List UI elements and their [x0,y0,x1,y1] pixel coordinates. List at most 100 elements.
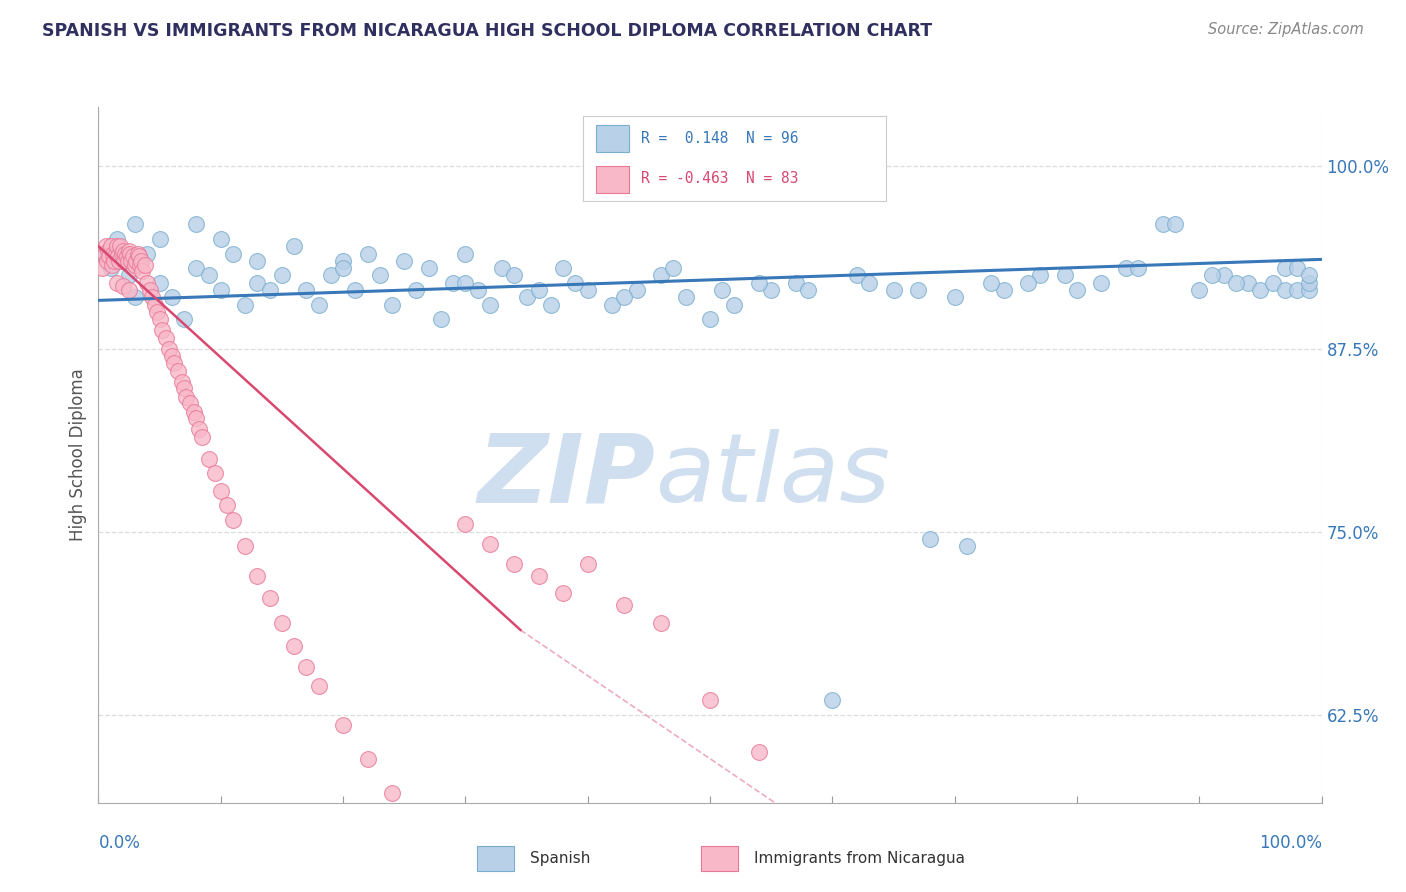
Point [112,253,135,268]
Text: atlas: atlas [655,429,890,523]
Point [418,261,440,276]
Point [136,276,159,290]
Point [170,376,193,390]
Point [101,258,124,272]
Point [111,278,134,293]
Text: 100.0%: 100.0% [1258,834,1322,852]
Point [96,253,118,268]
Point [1201,268,1223,283]
Point [907,283,929,297]
Point [675,290,697,304]
Point [1212,268,1234,283]
Text: Source: ZipAtlas.com: Source: ZipAtlas.com [1208,22,1364,37]
Point [167,364,190,378]
Point [209,483,232,498]
Point [209,232,232,246]
Point [111,246,134,260]
Point [319,268,342,283]
Point [295,659,318,673]
Point [613,290,636,304]
Point [1115,261,1137,276]
Point [93,246,115,260]
Point [117,253,139,268]
Point [124,258,146,272]
Point [1128,261,1150,276]
Point [259,591,281,605]
Point [392,253,416,268]
Point [94,239,117,253]
Text: R =  0.148  N = 96: R = 0.148 N = 96 [641,131,799,146]
Point [215,499,238,513]
Point [98,249,121,263]
Bar [477,847,515,871]
Point [553,586,575,600]
Point [270,268,294,283]
Point [943,290,966,304]
Point [103,253,125,268]
Point [136,246,159,260]
Point [197,451,219,466]
Point [356,752,378,766]
Point [858,276,880,290]
Point [956,540,979,554]
Point [748,745,770,759]
Point [527,283,550,297]
Point [613,598,636,612]
Point [233,298,256,312]
Point [344,283,367,297]
Point [308,679,330,693]
Point [246,276,269,290]
Point [111,244,134,258]
Text: ZIP: ZIP [477,429,655,523]
Point [430,312,453,326]
Point [1298,268,1320,283]
Point [626,283,648,297]
Point [157,342,180,356]
Point [209,283,232,297]
Point [176,390,198,404]
Text: 0.0%: 0.0% [98,834,141,852]
Point [600,298,623,312]
Point [295,283,318,297]
Point [283,239,305,253]
Point [797,283,820,297]
Point [120,253,142,268]
Point [246,253,269,268]
Point [564,276,586,290]
Point [191,429,214,443]
Point [1298,283,1320,297]
Point [576,283,599,297]
Bar [596,166,628,193]
Point [699,693,721,707]
Point [920,532,942,546]
Point [187,422,209,436]
Point [246,568,269,582]
Point [454,517,477,532]
Point [107,249,129,263]
Point [454,246,477,260]
Point [883,283,905,297]
Text: SPANISH VS IMMIGRANTS FROM NICARAGUA HIGH SCHOOL DIPLOMA CORRELATION CHART: SPANISH VS IMMIGRANTS FROM NICARAGUA HIG… [42,22,932,40]
Point [105,232,128,246]
Point [1225,276,1247,290]
Point [139,283,162,297]
Point [1286,283,1309,297]
Point [197,268,219,283]
Point [308,298,330,312]
Point [1053,268,1076,283]
Text: Immigrants from Nicaragua: Immigrants from Nicaragua [755,851,966,866]
Point [748,276,770,290]
Point [1237,276,1260,290]
Point [143,298,166,312]
Point [131,264,153,278]
Point [259,283,281,297]
Point [179,396,201,410]
Point [454,276,477,290]
Point [515,290,537,304]
Point [118,244,141,258]
Point [332,261,354,276]
Point [115,249,138,263]
Point [662,261,685,276]
Point [233,540,256,554]
Point [186,410,208,425]
